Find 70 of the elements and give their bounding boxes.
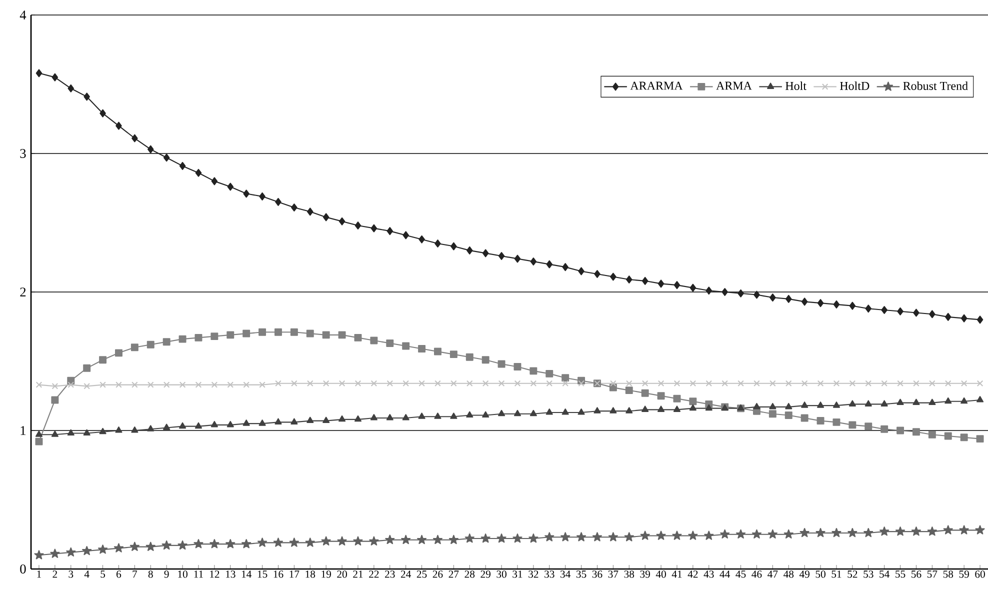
- x-tick-label: 53: [864, 570, 874, 578]
- y-tick-label: 4: [20, 10, 26, 20]
- legend-label: HoltD: [840, 82, 870, 90]
- legend-label: ARMA: [716, 82, 752, 90]
- x-tick-label: 52: [848, 570, 858, 578]
- x-tick-label: 1: [37, 570, 42, 578]
- x-tick-label: 51: [832, 570, 842, 578]
- x-tick-label: 44: [720, 570, 730, 578]
- x-tick-label: 47: [768, 570, 778, 578]
- x-tick-label: 60: [975, 570, 985, 578]
- x-tick-label: 32: [528, 570, 538, 578]
- x-tick-label: 18: [306, 570, 316, 578]
- x-tick-label: 21: [353, 570, 363, 578]
- x-tick-label: 35: [576, 570, 586, 578]
- x-tick-label: 50: [816, 570, 826, 578]
- x-tick-label: 37: [608, 570, 618, 578]
- x-tick-label: 54: [880, 570, 890, 578]
- x-tick-label: 34: [560, 570, 570, 578]
- x-tick-label: 4: [84, 570, 90, 578]
- x-tick-label: 22: [369, 570, 379, 578]
- x-tick-label: 25: [416, 570, 427, 578]
- legend-label: Robust Trend: [903, 82, 968, 90]
- x-tick-label: 5: [100, 570, 106, 578]
- x-tick-label: 7: [132, 570, 138, 578]
- x-tick-label: 33: [544, 570, 554, 578]
- x-tick-label: 12: [210, 570, 220, 578]
- x-tick-label: 13: [226, 570, 236, 578]
- x-tick-label: 11: [194, 570, 203, 578]
- x-tick-label: 6: [116, 570, 122, 578]
- x-tick-label: 20: [337, 570, 347, 578]
- x-tick-label: 45: [736, 570, 746, 578]
- x-tick-label: 46: [752, 570, 762, 578]
- x-tick-label: 24: [400, 570, 411, 578]
- x-tick-label: 59: [959, 570, 969, 578]
- x-tick-label: 48: [784, 570, 794, 578]
- y-tick-label: 0: [20, 564, 26, 574]
- x-tick-label: 38: [624, 570, 634, 578]
- x-tick-label: 42: [688, 570, 698, 578]
- x-tick-label: 36: [592, 570, 602, 578]
- x-tick-label: 41: [672, 570, 682, 578]
- y-tick-label: 2: [20, 288, 26, 296]
- x-tick-label: 19: [322, 570, 331, 578]
- x-tick-label: 56: [912, 570, 922, 578]
- x-tick-label: 3: [68, 570, 74, 578]
- x-tick-label: 2: [52, 570, 58, 578]
- x-tick-label: 26: [432, 570, 443, 578]
- x-tick-label: 58: [943, 570, 954, 578]
- x-tick-label: 30: [496, 570, 506, 578]
- x-tick-label: 14: [242, 570, 252, 578]
- x-tick-label: 29: [480, 570, 490, 578]
- x-tick-label: 55: [896, 570, 906, 578]
- x-tick-label: 39: [640, 570, 650, 578]
- x-tick-label: 10: [178, 570, 188, 578]
- x-tick-label: 57: [927, 570, 938, 578]
- x-tick-label: 40: [656, 570, 666, 578]
- legend-label: ARARMA: [630, 82, 683, 90]
- x-tick-label: 9: [164, 570, 169, 578]
- x-tick-label: 49: [799, 570, 810, 578]
- x-tick-label: 15: [258, 570, 268, 578]
- y-tick-label: 1: [20, 426, 26, 435]
- legend-label: Holt: [786, 82, 806, 90]
- x-tick-label: 8: [148, 570, 153, 578]
- x-tick-label: 28: [464, 570, 475, 578]
- x-tick-label: 27: [448, 570, 459, 578]
- x-tick-label: 17: [290, 570, 300, 578]
- x-tick-label: 23: [385, 570, 395, 578]
- y-tick-label: 3: [20, 149, 26, 158]
- x-tick-label: 43: [704, 570, 714, 578]
- x-tick-label: 16: [274, 570, 284, 578]
- x-tick-label: 31: [512, 570, 522, 578]
